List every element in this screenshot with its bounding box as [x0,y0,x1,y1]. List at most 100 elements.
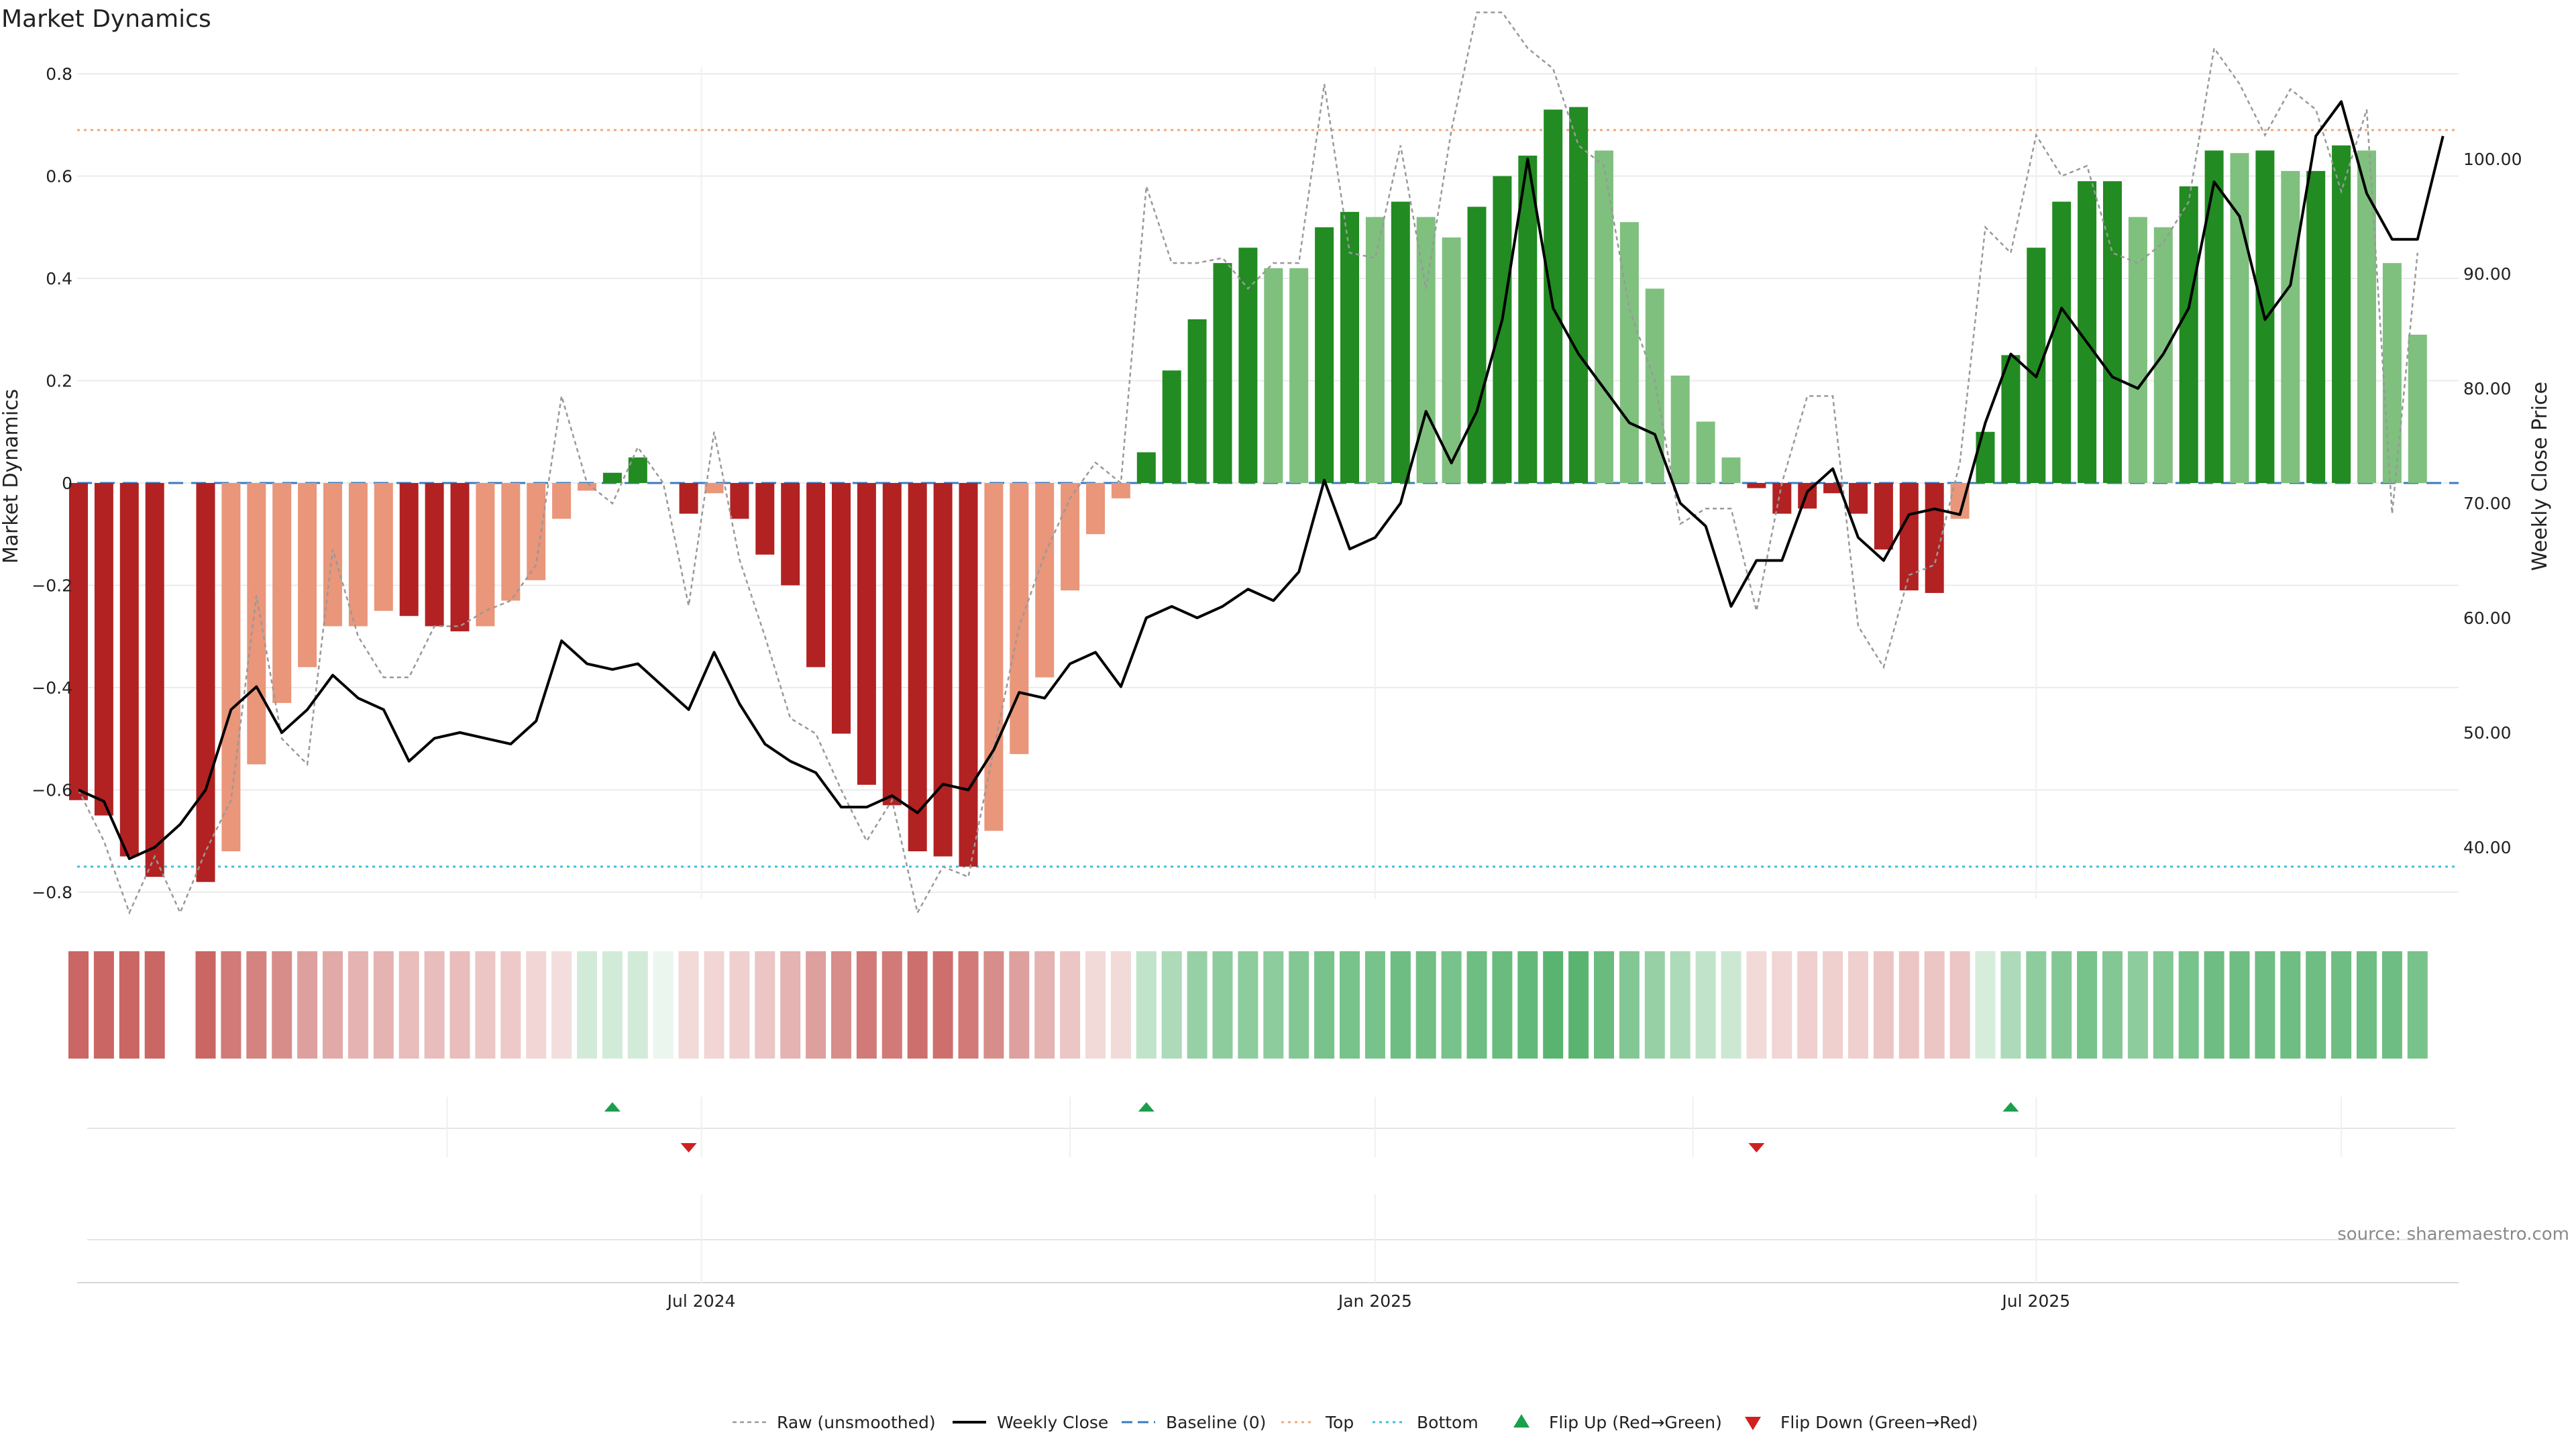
strip-block [272,951,292,1059]
strip-block [627,951,648,1059]
momentum-bar [832,483,851,734]
strip-block [1136,951,1157,1059]
momentum-bar [2052,201,2072,483]
momentum-bar [578,483,596,491]
strip-block [2178,951,2199,1059]
strip-block [1848,951,1868,1059]
momentum-bar [1238,248,1258,483]
strip-block [653,951,674,1059]
momentum-bar [374,483,393,611]
momentum-bar [2281,170,2300,483]
strip-block [1187,951,1208,1059]
strip-block [678,951,699,1059]
y-tick-label: −0.4 [32,678,72,698]
strip-block [2229,951,2250,1059]
strip-block [2255,951,2275,1059]
momentum-bar [806,483,826,667]
chart-title: Market Dynamics [1,5,211,33]
momentum-bar [1111,483,1130,498]
price-lines [77,11,2445,915]
strip-block [2331,951,2352,1059]
strip-block [577,951,597,1059]
legend: Raw (unsmoothed) Weekly Close Baseline (0)… [733,1413,1978,1432]
momentum-bar [476,483,495,627]
flip-up-marker [604,1102,621,1112]
strip-block [1212,951,1233,1059]
strip-block [932,951,953,1059]
strip-block [704,951,724,1059]
strip-block [551,951,572,1059]
source-label: source: sharemaestro.com [2337,1224,2569,1244]
momentum-bar [1747,483,1766,488]
strip-block [68,951,89,1059]
strip-block [2077,951,2098,1059]
strip-block [119,951,140,1059]
strip-block [2306,951,2326,1059]
momentum-bar [1518,156,1538,483]
momentum-bar [1187,319,1207,483]
strip-block [1772,951,1792,1059]
strip-block [398,951,419,1059]
momentum-bar [1010,483,1029,755]
momentum-bar [882,483,902,806]
momentum-bar [2103,181,2122,483]
strip-block [1238,951,1258,1059]
legend-flipup-label: Flip Up (Red→Green) [1549,1413,1722,1432]
momentum-bar [704,483,724,494]
momentum-bar [933,483,953,857]
strip-block [1746,951,1767,1059]
y2-axis-title: Weekly Close Price [2528,382,2552,571]
momentum-bar [1136,452,1156,483]
strip-block [2204,951,2224,1059]
momentum-bar [2179,186,2198,483]
strip-block [2000,951,2021,1059]
momentum-bar [755,483,775,555]
strip-block [856,951,877,1059]
x-axis-ticks: Jul 2024 Jan 2025 Jul 2025 [666,1291,2070,1311]
x-tick-label: Jan 2025 [1337,1291,1412,1311]
strip-block [2127,951,2148,1059]
legend-close-label: Weekly Close [997,1413,1108,1432]
strip-block [1823,951,1843,1059]
strip-block [1289,951,1309,1059]
momentum-bar [450,483,470,632]
strip-block [1594,951,1614,1059]
legend-raw-label: Raw (unsmoothed) [777,1413,936,1432]
strip-block [1721,951,1741,1059]
momentum-bar [119,483,139,857]
momentum-bar [1416,217,1436,483]
momentum-bar [2001,355,2021,483]
strip-block [831,951,851,1059]
y-tick-label: −0.8 [32,883,72,902]
momentum-bar [1213,263,1232,483]
momentum-bar [1391,201,1410,483]
momentum-bar [730,483,749,519]
y-axis-title: Market Dynamics [0,389,23,564]
strip-block [1085,951,1106,1059]
momentum-bar [1619,222,1639,483]
strip-block [1161,951,1182,1059]
y-tick-label: −0.6 [32,781,72,800]
momentum-bar [196,483,215,882]
weekly-close-line [78,100,2445,861]
momentum-bar [2128,217,2147,483]
momentum-bar [298,483,317,667]
momentum-bar [679,483,698,514]
momentum-bar [1365,217,1385,483]
momentum-bar [1772,483,1792,514]
momentum-strip [68,951,2428,1059]
strip-block [755,951,775,1059]
strip-block [2026,951,2047,1059]
strip-block [424,951,445,1059]
momentum-bar [1874,483,1893,550]
momentum-bar [1264,268,1283,483]
momentum-bar [781,483,800,586]
y2-axis-ticks: 40.00 50.00 60.00 70.00 80.00 90.00 100.00 [2463,150,2522,857]
momentum-bar [1849,483,1868,514]
strip-block [297,951,318,1059]
momentum-bar [272,483,292,703]
strip-block [1263,951,1284,1059]
strip-block [1466,951,1487,1059]
strip-block [1797,951,1818,1059]
momentum-bar [1467,207,1487,483]
